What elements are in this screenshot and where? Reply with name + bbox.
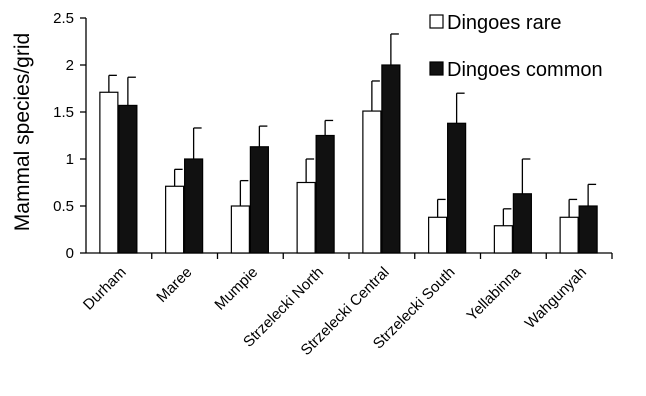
bar-dingoes-common	[184, 158, 204, 254]
legend-swatch-dingoes-rare	[429, 14, 444, 29]
x-tick-label: Durham	[80, 264, 130, 314]
bar-dingoes-common	[578, 205, 598, 254]
y-tick-label: 1	[66, 151, 74, 168]
bar-dingoes-rare	[428, 216, 448, 254]
y-tick-label: 2.5	[53, 10, 74, 27]
y-axis-label: Mammal species/grid	[11, 33, 34, 231]
y-tick-label: 1.5	[53, 104, 74, 121]
bar-dingoes-common	[381, 64, 401, 254]
bar-dingoes-rare	[362, 110, 382, 254]
bar-dingoes-common	[315, 134, 335, 254]
bar-dingoes-rare	[230, 205, 250, 254]
x-tick-label: Maree	[153, 264, 195, 306]
bar-dingoes-rare	[296, 181, 316, 254]
legend-label-dingoes-common: Dingoes common	[447, 59, 603, 81]
bar-dingoes-rare	[165, 185, 185, 254]
bar-dingoes-rare	[559, 216, 579, 254]
x-tick-label: Mumpie	[211, 264, 261, 314]
bar-dingoes-rare	[493, 225, 513, 254]
bar-dingoes-rare	[99, 91, 119, 254]
y-tick-label: 0	[66, 245, 74, 262]
legend: Dingoes rare Dingoes common	[429, 12, 603, 81]
bar-dingoes-common	[512, 193, 532, 254]
bar-dingoes-common	[118, 104, 138, 254]
legend-swatch-dingoes-common	[429, 61, 444, 76]
y-tick-label: 0.5	[53, 198, 74, 215]
x-tick-label: Wahgunyah	[522, 264, 590, 332]
y-tick-label: 2	[66, 57, 74, 74]
bar-dingoes-common	[249, 146, 269, 254]
x-tick-label: Yellabinna	[464, 263, 525, 324]
bar-dingoes-common	[447, 122, 467, 254]
legend-label-dingoes-rare: Dingoes rare	[447, 12, 562, 34]
